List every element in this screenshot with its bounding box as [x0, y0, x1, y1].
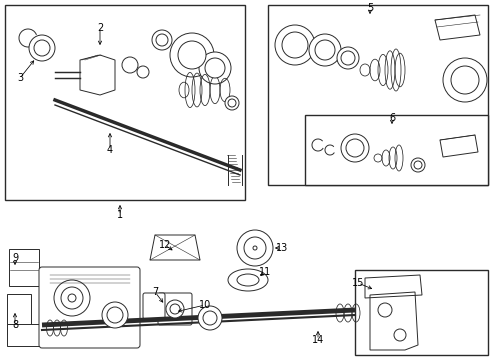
Circle shape: [107, 307, 123, 323]
Text: 5: 5: [367, 3, 373, 13]
Text: 2: 2: [97, 23, 103, 33]
Text: 9: 9: [12, 253, 18, 263]
Circle shape: [249, 242, 261, 254]
Circle shape: [346, 139, 364, 157]
Circle shape: [170, 33, 214, 77]
Circle shape: [337, 47, 359, 69]
Circle shape: [451, 66, 479, 94]
Circle shape: [170, 304, 180, 314]
Text: 3: 3: [17, 73, 23, 83]
Circle shape: [61, 287, 83, 309]
Circle shape: [225, 96, 239, 110]
Circle shape: [166, 300, 184, 318]
Bar: [355, 270, 488, 355]
FancyBboxPatch shape: [158, 293, 192, 325]
Circle shape: [309, 34, 341, 66]
Circle shape: [198, 306, 222, 330]
Text: 6: 6: [389, 113, 395, 123]
FancyBboxPatch shape: [7, 324, 54, 346]
Circle shape: [156, 34, 168, 46]
Circle shape: [199, 52, 231, 84]
Circle shape: [64, 290, 80, 306]
Text: 15: 15: [352, 278, 364, 288]
Text: 7: 7: [152, 287, 158, 297]
FancyBboxPatch shape: [39, 267, 140, 348]
Circle shape: [253, 246, 257, 250]
Circle shape: [443, 58, 487, 102]
Bar: [5, 5, 245, 200]
Circle shape: [178, 41, 206, 69]
Text: 11: 11: [259, 267, 271, 277]
Bar: [305, 115, 488, 185]
Circle shape: [341, 51, 355, 65]
Circle shape: [102, 302, 128, 328]
Text: 1: 1: [117, 210, 123, 220]
Text: 14: 14: [312, 335, 324, 345]
Circle shape: [315, 40, 335, 60]
Text: 12: 12: [159, 240, 171, 250]
Circle shape: [411, 158, 425, 172]
Circle shape: [414, 161, 422, 169]
Bar: [268, 5, 488, 185]
Circle shape: [282, 32, 308, 58]
FancyBboxPatch shape: [143, 293, 165, 319]
FancyBboxPatch shape: [9, 249, 39, 286]
Circle shape: [341, 134, 369, 162]
FancyBboxPatch shape: [7, 294, 31, 334]
Circle shape: [205, 58, 225, 78]
Circle shape: [203, 311, 217, 325]
Circle shape: [244, 237, 266, 259]
Circle shape: [237, 230, 273, 266]
Circle shape: [54, 280, 90, 316]
Text: 10: 10: [199, 300, 211, 310]
Circle shape: [228, 99, 236, 107]
Circle shape: [152, 30, 172, 50]
Circle shape: [68, 294, 76, 302]
Text: 8: 8: [12, 320, 18, 330]
Text: 13: 13: [276, 243, 288, 253]
Circle shape: [275, 25, 315, 65]
Circle shape: [34, 40, 50, 56]
Text: 4: 4: [107, 145, 113, 155]
Circle shape: [29, 35, 55, 61]
